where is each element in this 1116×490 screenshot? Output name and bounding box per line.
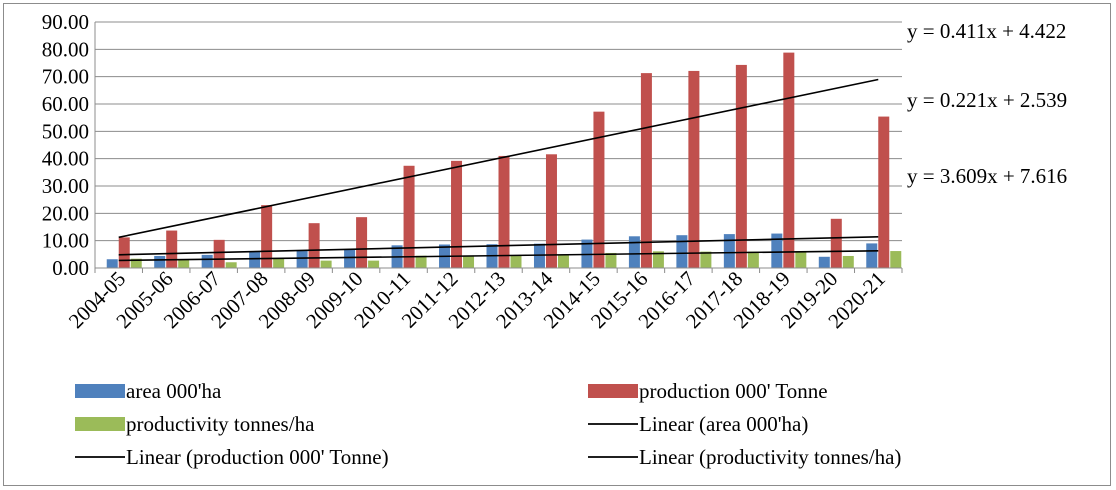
bar <box>261 205 273 268</box>
bar <box>225 262 237 268</box>
bar <box>249 251 261 268</box>
bar <box>545 154 557 268</box>
legend-label: productivity tonnes/ha <box>126 412 315 436</box>
bar <box>273 257 285 268</box>
bar <box>451 160 463 268</box>
bar <box>700 251 712 268</box>
bar <box>106 259 118 268</box>
bar <box>830 218 842 268</box>
legend-swatch <box>75 417 125 431</box>
bar <box>320 260 332 268</box>
bar <box>652 251 664 268</box>
trendline <box>118 236 879 256</box>
bar <box>890 251 902 268</box>
bar <box>783 52 795 268</box>
bar <box>463 255 475 268</box>
bar <box>154 255 166 268</box>
bar <box>723 234 735 268</box>
bar <box>308 223 320 268</box>
gridlines <box>95 21 902 242</box>
bar <box>498 155 510 268</box>
bar <box>118 237 130 268</box>
y-tick-label: 0.00 <box>52 256 89 280</box>
bar <box>747 251 759 268</box>
bar <box>510 255 522 268</box>
bar <box>676 235 688 268</box>
bar <box>688 70 700 268</box>
trendlines <box>118 78 879 262</box>
trendline-equations: y = 0.411x + 4.422 y = 0.221x + 2.539 y = … <box>907 19 1067 188</box>
bar <box>178 259 190 268</box>
legend-label: area 000'ha <box>126 379 222 403</box>
trendline <box>118 78 879 239</box>
trendline-equation: y = 0.221x + 2.539 <box>907 88 1067 112</box>
bar <box>735 64 747 268</box>
trendline-equation: y = 3.609x + 7.616 <box>907 164 1067 188</box>
bar <box>296 251 308 268</box>
y-tick-label: 80.00 <box>42 37 89 61</box>
legend-swatch <box>75 384 125 398</box>
legend-label: Linear (production 000' Tonne) <box>126 445 389 469</box>
axes <box>94 22 903 273</box>
y-axis-ticks: 0.00 10.00 20.00 30.00 40.00 50.00 60.00 70.00 8… <box>42 10 89 280</box>
bar <box>213 239 225 268</box>
legend-swatch <box>588 384 638 398</box>
legend-label: production 000' Tonne <box>639 379 828 403</box>
bar <box>795 251 807 268</box>
y-tick-label: 40.00 <box>42 147 89 171</box>
bar <box>368 260 380 268</box>
y-tick-label: 90.00 <box>42 10 89 34</box>
y-tick-label: 30.00 <box>42 174 89 198</box>
legend: area 000'ha production 000' Tonne producti… <box>75 379 901 469</box>
legend-label: Linear (productivity tonnes/ha) <box>639 445 901 469</box>
y-tick-label: 10.00 <box>42 229 89 253</box>
bar <box>640 73 652 268</box>
legend-label: Linear (area 000'ha) <box>639 412 808 436</box>
trendline <box>118 249 879 262</box>
bar <box>628 236 640 268</box>
y-tick-label: 20.00 <box>42 201 89 225</box>
bar <box>866 243 878 268</box>
bar <box>771 233 783 268</box>
bar <box>344 249 356 268</box>
bar <box>356 217 368 268</box>
bar <box>557 255 569 268</box>
bar <box>403 165 415 268</box>
bar <box>842 255 854 268</box>
bar <box>818 256 830 268</box>
bar <box>593 111 605 268</box>
bar <box>605 252 617 268</box>
y-tick-label: 70.00 <box>42 65 89 89</box>
bar <box>415 255 427 268</box>
bar <box>201 254 213 268</box>
y-tick-label: 50.00 <box>42 119 89 143</box>
bar <box>166 230 178 268</box>
y-tick-label: 60.00 <box>42 92 89 116</box>
bar <box>130 258 142 268</box>
trendline-equation: y = 0.411x + 4.422 <box>907 19 1066 43</box>
bar <box>878 116 890 268</box>
